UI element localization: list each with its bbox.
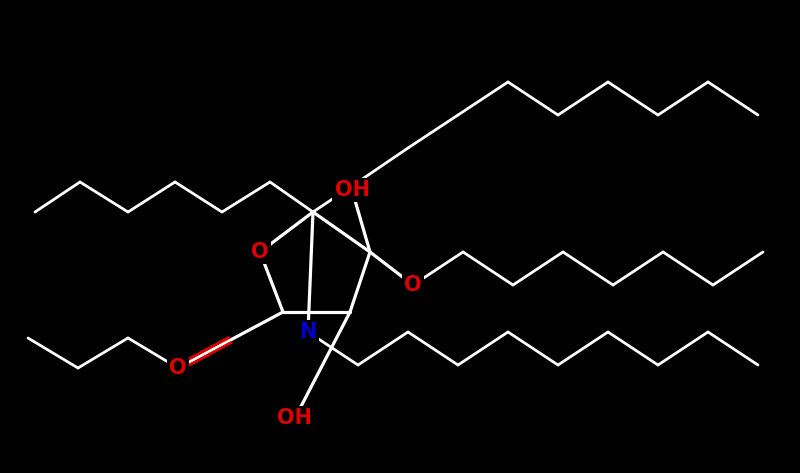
- Text: OH: OH: [334, 180, 370, 200]
- Text: OH: OH: [278, 408, 313, 428]
- Text: N: N: [299, 322, 317, 342]
- Text: O: O: [404, 275, 422, 295]
- Text: O: O: [169, 358, 187, 378]
- Text: O: O: [251, 242, 269, 262]
